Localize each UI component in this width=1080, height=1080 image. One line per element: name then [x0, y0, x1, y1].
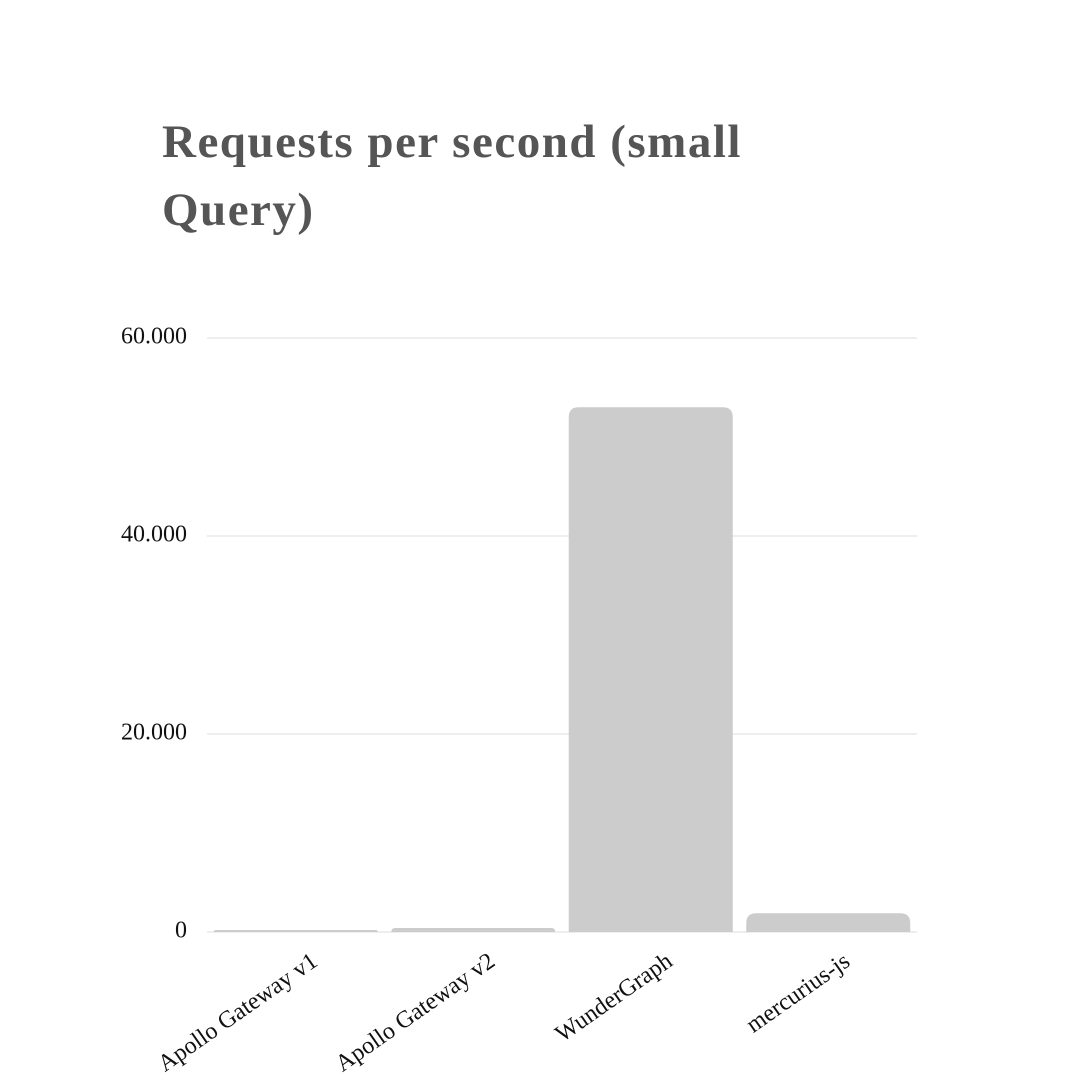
bar — [568, 407, 733, 932]
bar — [746, 913, 911, 932]
x-tick-label: Apollo Gateway v1 — [153, 948, 322, 1077]
y-tick-label: 40.000 — [121, 522, 187, 548]
bar — [391, 928, 556, 932]
x-tick-label: mercurius-js — [742, 948, 855, 1038]
chart-title: Requests per second (small Query) — [162, 116, 742, 236]
x-tick-label: WunderGraph — [551, 948, 678, 1047]
y-tick-label: 0 — [175, 918, 187, 944]
y-tick-label: 60.000 — [121, 324, 187, 350]
x-tick-label: Apollo Gateway v2 — [331, 948, 500, 1077]
y-tick-label: 20.000 — [121, 720, 187, 746]
bar — [213, 930, 378, 932]
